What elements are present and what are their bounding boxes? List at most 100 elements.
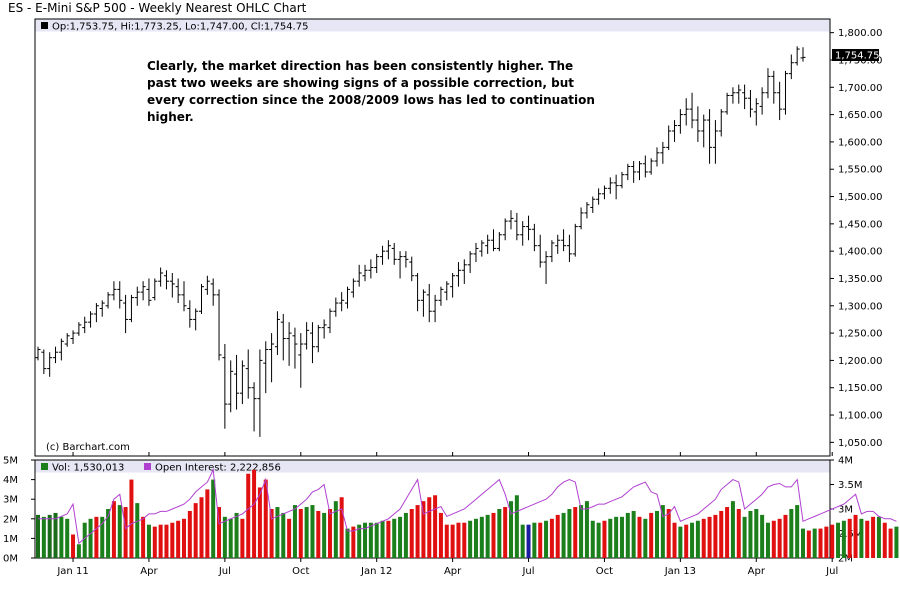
ohlc-bar: [479, 240, 485, 257]
ohlc-bar: [502, 218, 508, 241]
ohlc-bar: [718, 109, 724, 137]
ohlc-bar: [356, 264, 362, 287]
ohlc-bar: [245, 349, 251, 399]
x-tick-label: Apr: [140, 566, 158, 577]
volume-bar: [468, 520, 473, 558]
ohlc-bar: [385, 240, 391, 260]
volume-bar: [824, 526, 829, 558]
ohlc-bar: [508, 210, 514, 230]
volume-bar: [275, 507, 280, 558]
ohlc-bar: [298, 333, 304, 388]
volume-bar: [94, 516, 99, 558]
volume-bar: [643, 518, 648, 558]
price-y-tick-label: 1,700.00: [838, 83, 883, 94]
x-axis: Jan 11 Apr Jul Oct Jan 12 Apr Jul Oct Jan 13 Apr J…: [56, 452, 900, 577]
ohlc-bar: [455, 262, 461, 287]
ohlc-bar: [397, 251, 403, 279]
ohlc-bar: [234, 354, 240, 410]
volume-bar: [719, 510, 724, 558]
volume-header-band: [35, 460, 830, 473]
ohlc-bar: [362, 264, 368, 282]
ohlc-bar: [93, 303, 99, 323]
volume-bar: [111, 501, 116, 558]
volume-bar: [894, 526, 899, 558]
ohlc-bar: [707, 109, 713, 164]
volume-bar: [760, 514, 765, 558]
volume-bar: [292, 505, 297, 558]
price-header-band: [35, 19, 830, 32]
open-interest-y-tick-label: 3M: [838, 505, 853, 516]
x-tick-label: Jul: [521, 566, 534, 577]
ohlc-bar: [187, 300, 193, 328]
volume-bar: [538, 522, 543, 558]
price-y-tick-label: 1,500.00: [838, 192, 883, 203]
x-tick-label: Apr: [444, 566, 462, 577]
price-y-tick-label: 1,300.00: [838, 301, 883, 312]
annotation-line: Clearly, the market direction has been c…: [147, 59, 573, 73]
ohlc-bar: [251, 382, 257, 432]
volume-bar: [310, 505, 315, 558]
ohlc-bar: [590, 196, 596, 213]
volume-legend-swatch: [41, 463, 48, 470]
x-tick-label: Jan 11: [56, 566, 88, 577]
x-tick-label: Oct: [292, 566, 309, 577]
volume-bar: [655, 510, 660, 558]
ohlc-bar: [625, 163, 631, 181]
volume-bar: [117, 505, 122, 558]
volume-bar: [316, 510, 321, 558]
volume-bar: [193, 503, 198, 558]
volume-bar: [497, 509, 502, 558]
ohlc-bar: [117, 281, 123, 309]
volume-bar: [509, 501, 514, 558]
ohlc-bar: [631, 161, 637, 183]
ohlc-bar: [648, 158, 654, 175]
ohlc-bar: [152, 278, 158, 301]
volume-bar: [287, 518, 292, 558]
volume-bar: [491, 512, 496, 558]
ohlc-bar: [327, 308, 333, 334]
volume-bar: [368, 522, 373, 558]
ohlc-bar: [450, 273, 456, 298]
ohlc-bar: [555, 234, 561, 254]
volume-bar: [637, 516, 642, 558]
volume-y-tick-label: 2M: [3, 514, 18, 525]
volume-bar: [532, 522, 537, 558]
volume-bar: [678, 526, 683, 558]
volume-bar: [602, 520, 607, 558]
ohlc-bar: [409, 256, 415, 282]
ohlc-bar: [683, 98, 689, 126]
ohlc-bar: [53, 346, 59, 364]
ohlc-bar: [695, 106, 701, 142]
volume-bar: [327, 509, 332, 558]
ohlc-bar: [286, 322, 292, 366]
volume-bar: [403, 512, 408, 558]
volume-bar: [596, 522, 601, 558]
ohlc-bar: [99, 300, 105, 317]
volume-bar: [234, 512, 239, 558]
ohlc-bar: [193, 308, 199, 331]
ohlc-bar: [736, 84, 742, 104]
ohlc-bar: [531, 223, 537, 252]
ohlc-bar: [742, 84, 748, 110]
volume-bar: [170, 522, 175, 558]
volume-bar: [164, 524, 169, 558]
ohlc-bar: [596, 188, 602, 205]
price-bars: [35, 46, 806, 437]
volume-bar: [619, 516, 624, 558]
ohlc-bar: [403, 251, 409, 268]
volume-bar: [765, 522, 770, 558]
ohlc-bar: [578, 207, 584, 230]
ohlc-legend: Op:1,753.75, Hi:1,773.25, Lo:1,747.00, C…: [52, 22, 308, 33]
volume-bar: [71, 534, 76, 558]
ohlc-bar: [269, 333, 275, 383]
volume-bar: [841, 520, 846, 558]
volume-bar: [812, 528, 817, 558]
volume-y-tick-label: 0M: [3, 554, 18, 565]
ohlc-bar: [747, 90, 753, 118]
volume-bar: [736, 509, 741, 558]
ohlc-bar: [47, 352, 53, 377]
volume-bar: [730, 501, 735, 558]
volume-bar: [456, 522, 461, 558]
volume-bar: [304, 507, 309, 558]
